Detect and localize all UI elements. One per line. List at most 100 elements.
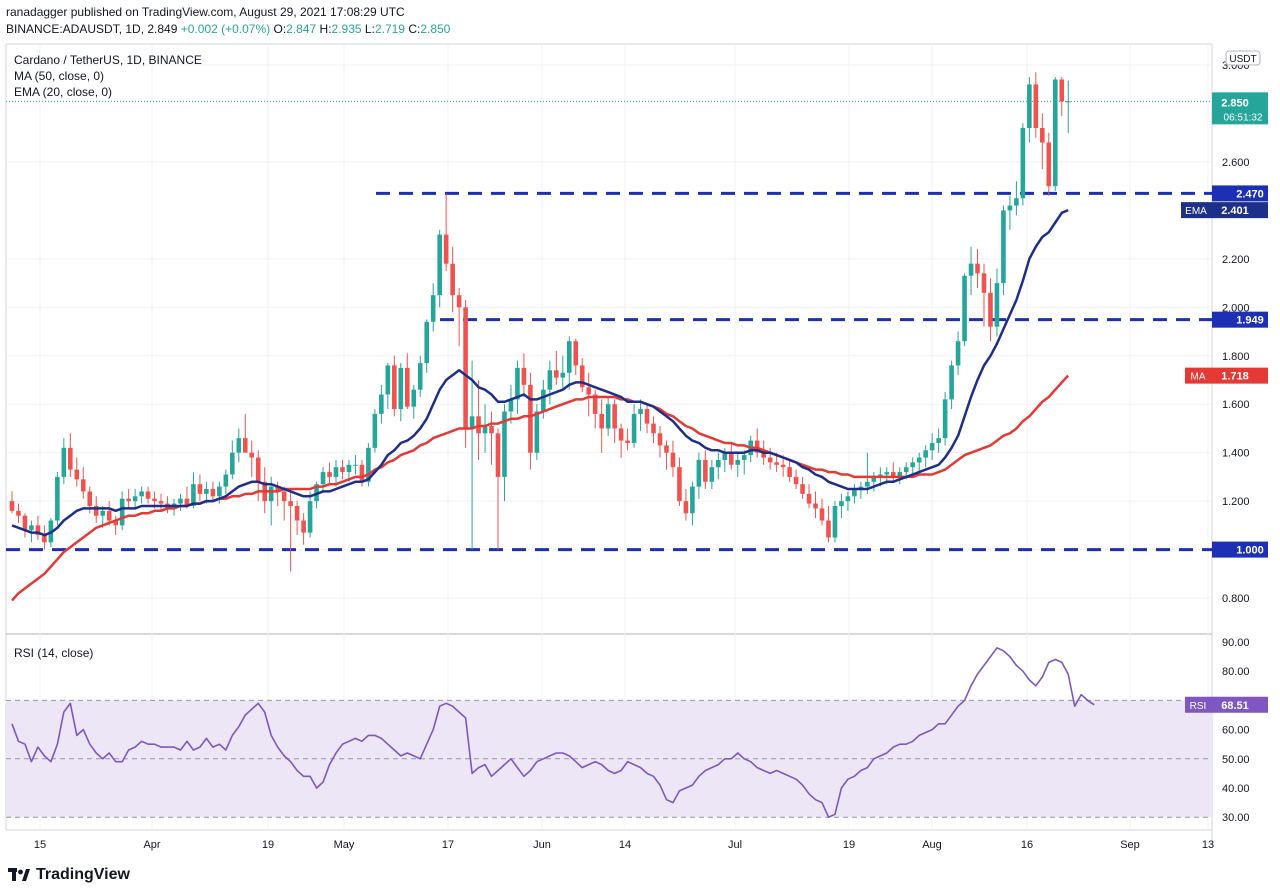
x-tick-label: Apr <box>143 839 160 851</box>
candle-body <box>910 462 916 468</box>
candle-body <box>728 452 734 465</box>
ma-value-label: 1.718 <box>1221 371 1249 383</box>
candle-body <box>1001 210 1006 284</box>
x-tick-label: 15 <box>34 839 46 851</box>
x-tick-label: 14 <box>619 839 631 851</box>
legend-rsi[interactable]: RSI (14, close) <box>14 646 94 660</box>
candle-body <box>923 450 928 458</box>
candle-body <box>787 467 792 477</box>
candle-body <box>832 505 838 538</box>
h-value: 2.935 <box>331 22 362 36</box>
candle-body <box>482 426 488 434</box>
candle-body <box>560 372 566 378</box>
candle-body <box>340 467 345 473</box>
candle-body <box>385 365 391 395</box>
candle-body <box>696 459 702 487</box>
candle-body <box>74 469 80 480</box>
candle-body <box>1007 205 1013 211</box>
tradingview-logo-icon <box>8 868 30 881</box>
candle-body <box>547 370 553 390</box>
candle-body <box>566 341 572 373</box>
last-change-value: 2.849 <box>147 22 178 36</box>
candle-body <box>16 510 21 516</box>
candle-body <box>1046 142 1052 187</box>
legend-ma[interactable]: MA (50, close, 0) <box>14 69 105 83</box>
candle-body <box>443 234 449 264</box>
candle-body <box>554 370 559 378</box>
candle-body <box>327 472 332 477</box>
candle-body <box>398 367 404 410</box>
candle-body <box>761 452 766 458</box>
candle-body <box>664 445 669 453</box>
y-tick-label: 0.800 <box>1222 593 1250 605</box>
candle-body <box>988 292 993 327</box>
candle-body <box>936 438 941 443</box>
rsi-line <box>11 646 1095 819</box>
candle-body <box>865 481 870 487</box>
level-price-badge <box>1212 541 1268 558</box>
candle-body <box>735 459 741 465</box>
ema-value-label: 2.401 <box>1221 205 1249 217</box>
candle-body <box>463 307 468 429</box>
candle-body <box>281 491 287 502</box>
y-tick-label: 1.600 <box>1222 399 1250 411</box>
l-label: L: <box>364 22 375 36</box>
ema-value-badge <box>1212 202 1268 219</box>
candle-body <box>541 389 546 412</box>
candle-body <box>242 438 248 453</box>
x-tick-label: 13 <box>1202 839 1214 851</box>
legend-title[interactable]: Cardano / TetherUS, 1D, BINANCE <box>14 53 202 67</box>
candle-body <box>826 520 831 538</box>
candle-body <box>981 273 987 293</box>
change-value: +0.002 (+0.07%) <box>180 22 271 36</box>
ema20-line <box>11 208 1069 537</box>
candle-body <box>625 440 630 443</box>
rsi-y-tick-label: 50.00 <box>1222 754 1250 766</box>
x-tick-label: Sep <box>1120 839 1140 851</box>
candle-body <box>152 498 157 502</box>
candle-body <box>1020 127 1026 199</box>
level-price-badge-label: 1.949 <box>1236 315 1264 327</box>
legend-ema[interactable]: EMA (20, close, 0) <box>14 85 113 99</box>
level-price-badge-label: 1.000 <box>1236 545 1264 557</box>
candle-body <box>722 452 728 460</box>
candle-body <box>871 476 877 482</box>
candle-body <box>1040 127 1045 143</box>
x-tick-label: 19 <box>262 839 274 851</box>
candle-body <box>22 515 28 531</box>
candle-body <box>508 399 514 412</box>
candle-body <box>417 363 423 390</box>
candle-body <box>29 525 34 531</box>
l-value: 2.719 <box>374 22 405 36</box>
c-label: C: <box>408 22 421 36</box>
candle-body <box>716 459 721 468</box>
o-value: 2.847 <box>286 22 317 36</box>
rsi-name-badge <box>1185 696 1212 713</box>
candle-body <box>819 508 825 521</box>
ma-value-badge <box>1212 367 1268 384</box>
candle-body <box>586 387 592 395</box>
candle-body <box>294 505 300 521</box>
ema-name-label: EMA <box>1185 206 1207 217</box>
level-price-badge <box>1212 311 1268 328</box>
candle-body <box>191 484 196 506</box>
candle-body <box>515 367 520 400</box>
ohlc-line: BINANCE:ADAUSDT, 1D, 2.849 +0.002 (+0.07… <box>6 22 451 36</box>
candle-body <box>573 341 579 366</box>
candle-body <box>852 489 857 497</box>
candle-body <box>210 489 216 497</box>
candle-body <box>301 520 306 533</box>
candle-body <box>139 491 144 497</box>
candle-body <box>42 535 47 543</box>
x-tick-label: May <box>334 839 355 851</box>
candle-body <box>333 467 339 477</box>
candle-body <box>949 365 954 400</box>
candle-body <box>119 498 125 526</box>
x-tick-label: Aug <box>922 839 942 851</box>
candle-body <box>100 510 106 516</box>
rsi-y-tick-label: 30.00 <box>1222 812 1250 824</box>
candle-body <box>521 367 527 385</box>
rsi-y-tick-label: 60.00 <box>1222 725 1250 737</box>
candle-body <box>424 321 430 364</box>
